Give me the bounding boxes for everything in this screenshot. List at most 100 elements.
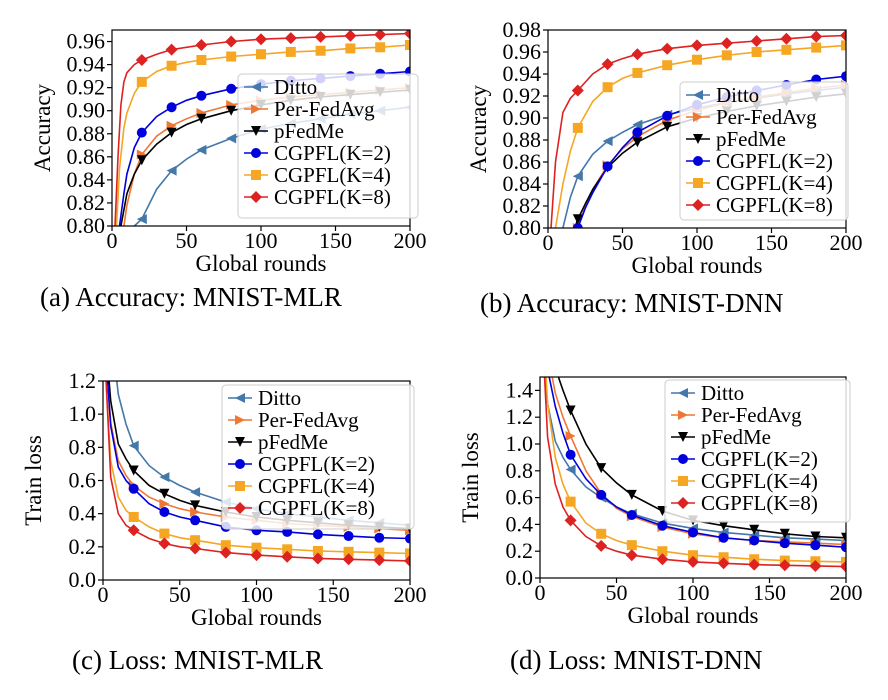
legend-label-cgpfl-k-2: CGPFL(K=2) xyxy=(716,149,833,173)
y-tick-label: 0.86 xyxy=(503,149,542,174)
point-cgpfl-k-2 xyxy=(312,529,323,540)
legend-label-per-fedavg: Per-FedAvg xyxy=(274,97,375,121)
chart-c: 0 50 100 150 200 0.0 0.2 0.4 0.6 0.8 1.0 1.2 Global … xyxy=(21,368,427,630)
x-axis-label: Global rounds xyxy=(628,603,759,628)
point-cgpfl-k-2 xyxy=(626,510,637,521)
point-ditto xyxy=(572,171,583,182)
point-cgpfl-k-8 xyxy=(571,84,584,97)
point-ditto xyxy=(226,133,237,144)
point-cgpfl-k-2 xyxy=(196,90,207,101)
point-cgpfl-k-4 xyxy=(374,547,385,558)
point-cgpfl-k-2 xyxy=(810,540,821,551)
legend: DittoPer-FedAvgpFedMeCGPFL(K=2)CGPFL(K=4… xyxy=(664,379,851,523)
point-cgpfl-k-4 xyxy=(345,43,356,54)
point-cgpfl-k-2 xyxy=(374,532,385,543)
legend-marker-cgpfl-k-2 xyxy=(251,148,261,158)
point-cgpfl-k-8 xyxy=(687,555,699,568)
point-cgpfl-k-4 xyxy=(841,556,846,567)
point-cgpfl-k-4 xyxy=(220,540,231,551)
point-cgpfl-k-4 xyxy=(405,548,410,559)
legend-marker-ditto xyxy=(251,82,261,92)
legend: DittoPer-FedAvgpFedMeCGPFL(K=2)CGPFL(K=4… xyxy=(679,81,849,221)
chart-b: 0 50 100 150 200 0.800.820.840.860.880.900.92… xyxy=(466,17,863,278)
line-pfedme xyxy=(557,377,846,539)
y-tick-label: 0.84 xyxy=(503,171,542,196)
legend-marker-per-fedavg xyxy=(678,410,688,420)
legend-label-cgpfl-k-4: CGPFL(K=4) xyxy=(258,474,375,498)
x-tick-label: 100 xyxy=(245,228,278,253)
legend-marker-cgpfl-k-2 xyxy=(678,454,688,464)
y-tick-label: 0.86 xyxy=(67,144,106,169)
point-cgpfl-k-4 xyxy=(657,546,668,557)
line-cgpfl-k-8 xyxy=(543,377,846,568)
y-tick-label: 0.90 xyxy=(503,105,542,130)
point-cgpfl-k-2 xyxy=(632,127,643,138)
x-tick-label: 100 xyxy=(240,582,273,607)
point-cgpfl-k-2 xyxy=(226,83,237,94)
point-cgpfl-k-2 xyxy=(841,542,846,553)
point-cgpfl-k-8 xyxy=(656,553,669,566)
point-cgpfl-k-4 xyxy=(159,528,170,539)
series-cgpfl-k-8 xyxy=(550,30,846,228)
y-tick-label: 0.82 xyxy=(503,193,542,218)
point-cgpfl-k-2 xyxy=(128,483,139,494)
y-tick-label: 0.80 xyxy=(503,215,542,240)
point-cgpfl-k-8 xyxy=(284,32,297,45)
y-tick-label: 0.4 xyxy=(69,501,97,526)
point-per-fedavg xyxy=(190,507,201,518)
series-cgpfl-k-2 xyxy=(548,377,846,553)
point-cgpfl-k-8 xyxy=(631,48,644,61)
point-cgpfl-k-8 xyxy=(661,42,674,55)
point-cgpfl-k-8 xyxy=(255,33,267,46)
legend-label-cgpfl-k-8: CGPFL(K=8) xyxy=(258,496,375,520)
point-cgpfl-k-4 xyxy=(662,60,673,71)
x-axis-label: Global rounds xyxy=(632,253,763,278)
y-tick-label: 0.88 xyxy=(503,127,542,152)
point-cgpfl-k-8 xyxy=(840,30,846,42)
legend-marker-cgpfl-k-2 xyxy=(235,459,245,469)
legend: DittoPer-FedAvgpFedMeCGPFL(K=2)CGPFL(K=4… xyxy=(237,73,419,219)
y-tick-label: 0.92 xyxy=(67,75,106,100)
caption-b: (b) Accuracy: MNIST-DNN xyxy=(480,288,784,318)
legend-label-ditto: Ditto xyxy=(716,83,759,107)
point-cgpfl-k-8 xyxy=(219,546,232,559)
point-cgpfl-k-4 xyxy=(572,122,583,133)
y-tick-label: 1.2 xyxy=(69,368,97,393)
legend-label-cgpfl-k-8: CGPFL(K=8) xyxy=(716,193,833,217)
point-cgpfl-k-8 xyxy=(778,559,791,572)
x-tick-label: 0 xyxy=(535,580,546,605)
point-pfedme xyxy=(572,214,583,225)
series-cgpfl-k-8 xyxy=(114,30,410,226)
point-cgpfl-k-4 xyxy=(692,54,702,65)
y-tick-label: 1.4 xyxy=(506,377,534,402)
chart-d: 0 50 100 150 200 0.00.20.40.60.81.01.21.4 Glob… xyxy=(458,376,863,628)
legend-marker-cgpfl-k-8 xyxy=(250,191,262,203)
point-cgpfl-k-2 xyxy=(749,535,760,546)
y-tick-label: 1.0 xyxy=(506,431,534,456)
legend-label-ditto: Ditto xyxy=(274,75,317,99)
point-cgpfl-k-4 xyxy=(128,511,139,522)
point-ditto xyxy=(166,165,177,176)
point-per-fedavg xyxy=(565,430,576,441)
caption-a: (a) Accuracy: MNIST-MLR xyxy=(40,282,342,312)
point-cgpfl-k-8 xyxy=(780,32,793,45)
legend-marker-cgpfl-k-2 xyxy=(693,156,703,166)
point-cgpfl-k-2 xyxy=(136,127,147,138)
x-tick-label: 50 xyxy=(176,228,198,253)
y-tick-label: 0.98 xyxy=(503,17,542,42)
legend-label-pfedme: pFedMe xyxy=(716,127,786,151)
point-cgpfl-k-2 xyxy=(779,538,790,549)
point-cgpfl-k-2 xyxy=(718,532,729,543)
point-cgpfl-k-4 xyxy=(565,496,576,507)
y-tick-label: 0.84 xyxy=(67,167,106,192)
caption-d: (d) Loss: MNIST-DNN xyxy=(510,645,763,675)
point-cgpfl-k-2 xyxy=(688,527,698,538)
line-cgpfl-k-8 xyxy=(105,381,410,562)
point-cgpfl-k-2 xyxy=(190,515,201,526)
point-pfedme xyxy=(749,524,760,535)
point-cgpfl-k-8 xyxy=(281,550,294,563)
point-cgpfl-k-8 xyxy=(344,30,357,42)
x-tick-label: 150 xyxy=(755,230,788,255)
point-pfedme xyxy=(779,528,790,539)
